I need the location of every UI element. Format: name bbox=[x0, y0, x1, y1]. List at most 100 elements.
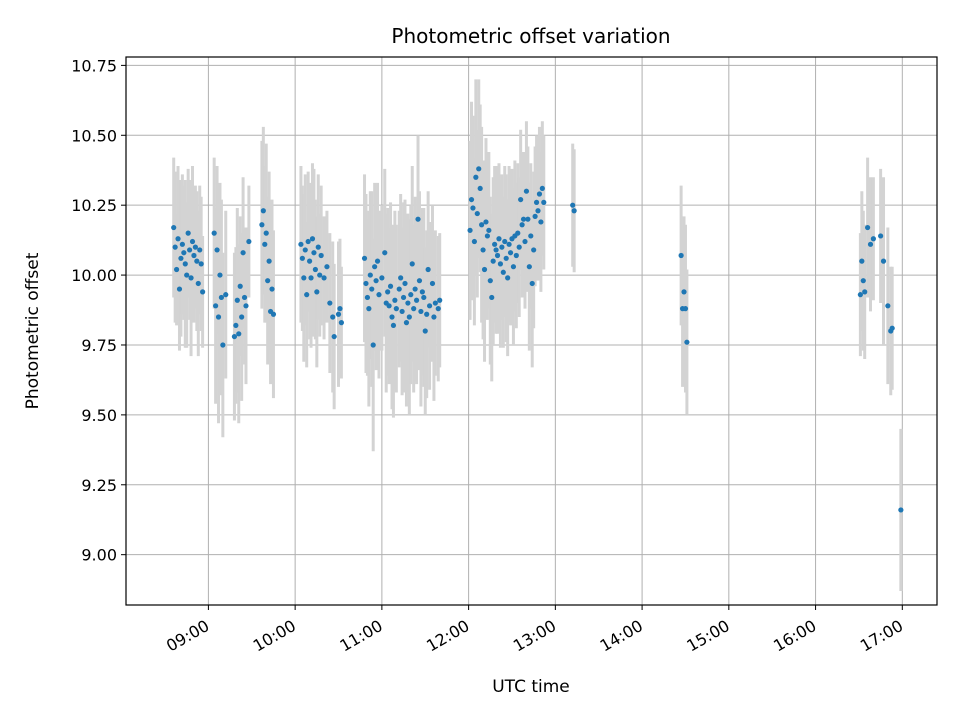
data-point bbox=[515, 230, 521, 236]
data-point bbox=[171, 224, 177, 231]
data-point bbox=[538, 219, 544, 225]
data-point bbox=[185, 230, 191, 236]
data-point bbox=[479, 222, 485, 228]
data-point bbox=[198, 261, 204, 267]
data-point bbox=[369, 286, 375, 292]
data-point bbox=[435, 306, 441, 312]
data-point bbox=[878, 233, 884, 239]
data-point bbox=[246, 238, 252, 245]
data-point bbox=[179, 241, 185, 247]
data-point bbox=[859, 258, 865, 264]
data-point bbox=[405, 300, 411, 306]
data-point bbox=[522, 238, 528, 245]
data-point bbox=[223, 292, 229, 298]
data-point bbox=[374, 258, 381, 264]
data-point bbox=[490, 258, 496, 264]
data-point bbox=[489, 294, 495, 301]
data-point bbox=[382, 250, 388, 256]
data-point bbox=[483, 219, 489, 225]
data-point bbox=[376, 292, 382, 298]
data-point bbox=[215, 314, 222, 320]
data-point bbox=[400, 294, 407, 301]
data-point bbox=[898, 507, 904, 513]
data-point bbox=[304, 292, 310, 298]
data-point bbox=[870, 236, 876, 242]
data-point bbox=[309, 236, 316, 242]
data-point bbox=[335, 311, 342, 317]
data-point bbox=[403, 320, 410, 326]
data-point bbox=[413, 297, 420, 303]
data-point bbox=[188, 275, 194, 281]
data-point bbox=[363, 280, 369, 287]
data-point bbox=[468, 196, 475, 203]
data-point bbox=[393, 306, 399, 312]
data-point bbox=[234, 297, 240, 303]
data-point bbox=[305, 238, 311, 245]
data-point bbox=[366, 306, 372, 312]
data-point bbox=[306, 258, 313, 264]
data-point bbox=[241, 294, 248, 301]
data-point bbox=[398, 275, 404, 281]
data-point bbox=[422, 328, 428, 334]
data-point bbox=[570, 202, 576, 208]
data-point bbox=[239, 314, 245, 320]
y-tick-label: 9.00 bbox=[81, 546, 117, 565]
data-point bbox=[412, 286, 418, 292]
data-point bbox=[218, 294, 225, 301]
data-point bbox=[484, 233, 491, 239]
data-point bbox=[173, 266, 180, 273]
data-point bbox=[473, 174, 479, 180]
y-tick-label: 10.00 bbox=[71, 266, 117, 285]
data-point bbox=[421, 294, 427, 301]
data-point bbox=[299, 255, 305, 261]
data-point bbox=[301, 275, 307, 281]
x-axis-title: UTC time bbox=[492, 677, 570, 697]
data-point bbox=[500, 269, 506, 275]
data-point bbox=[217, 272, 223, 278]
data-point bbox=[406, 314, 412, 320]
data-point bbox=[187, 247, 193, 253]
data-point bbox=[379, 275, 385, 281]
y-tick-label: 10.50 bbox=[71, 126, 117, 145]
data-point bbox=[503, 255, 509, 261]
data-point bbox=[476, 166, 482, 172]
data-point bbox=[525, 216, 531, 222]
data-point bbox=[471, 238, 477, 245]
data-point bbox=[505, 275, 511, 281]
data-point bbox=[195, 280, 201, 287]
data-point bbox=[308, 275, 314, 281]
data-point bbox=[315, 244, 321, 250]
data-point bbox=[432, 300, 438, 306]
data-point bbox=[331, 333, 337, 340]
data-point bbox=[492, 241, 498, 247]
y-tick-label: 9.25 bbox=[81, 476, 117, 495]
y-tick-label: 9.50 bbox=[81, 406, 117, 425]
data-point bbox=[533, 199, 540, 205]
data-point bbox=[260, 208, 266, 214]
data-point bbox=[507, 250, 514, 256]
data-point bbox=[486, 227, 492, 233]
data-point bbox=[265, 278, 271, 284]
data-point bbox=[409, 261, 415, 267]
data-point bbox=[175, 236, 181, 242]
data-point bbox=[311, 250, 317, 256]
data-point bbox=[520, 216, 527, 222]
data-point bbox=[318, 252, 324, 259]
data-point bbox=[361, 255, 368, 261]
data-point bbox=[416, 278, 423, 284]
data-point bbox=[541, 199, 547, 205]
data-point bbox=[499, 244, 505, 250]
data-point bbox=[364, 294, 371, 301]
data-point bbox=[493, 247, 499, 253]
data-point bbox=[519, 222, 525, 228]
data-point bbox=[243, 303, 249, 309]
data-point bbox=[270, 311, 277, 317]
y-axis: 9.00 9.25 9.50 9.75 10.00 10.25 10.50 10.75 bbox=[71, 56, 126, 565]
data-point bbox=[513, 252, 519, 259]
data-point bbox=[192, 244, 198, 250]
data-point bbox=[259, 222, 265, 228]
data-point bbox=[182, 261, 188, 267]
data-point bbox=[370, 342, 376, 348]
data-point bbox=[220, 342, 226, 348]
